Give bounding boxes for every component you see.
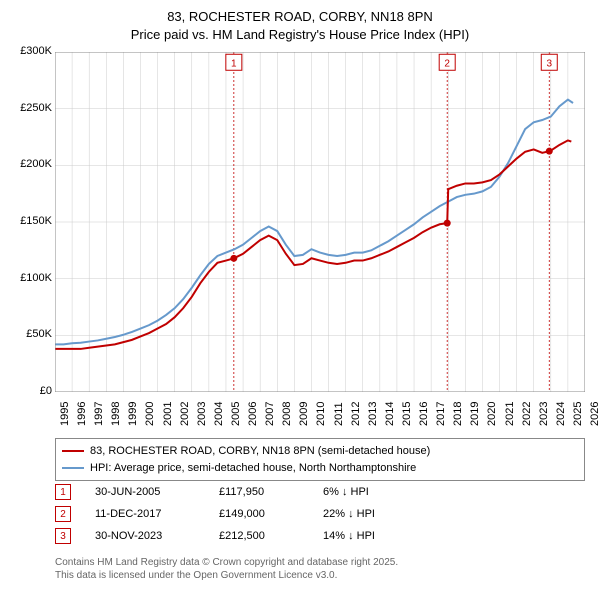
x-tick-label: 2011 [333, 402, 345, 426]
footnote-row: 1 30-JUN-2005 £117,950 6% ↓ HPI [55, 484, 585, 500]
footnotes: 1 30-JUN-2005 £117,950 6% ↓ HPI 2 11-DEC… [55, 484, 585, 550]
x-tick-label: 1997 [93, 402, 105, 426]
footnote-price: £149,000 [219, 508, 299, 520]
copyright-notice: Contains HM Land Registry data © Crown c… [55, 556, 585, 582]
footnote-pct: 6% ↓ HPI [323, 486, 413, 498]
legend: 83, ROCHESTER ROAD, CORBY, NN18 8PN (sem… [55, 438, 585, 481]
svg-text:1: 1 [231, 58, 237, 69]
x-tick-label: 2002 [179, 402, 191, 426]
copyright-line-1: Contains HM Land Registry data © Crown c… [55, 556, 585, 569]
x-axis-ticks: 1995 1996 1997 1998 1999 2000 2001 2002 2003 2004… [55, 394, 585, 434]
x-tick-label: 2024 [555, 402, 567, 426]
footnote-pct: 14% ↓ HPI [323, 530, 413, 542]
x-tick-label: 2016 [418, 402, 430, 426]
x-tick-label: 2025 [572, 402, 584, 426]
legend-label: HPI: Average price, semi-detached house,… [90, 460, 416, 477]
x-tick-label: 2019 [469, 402, 481, 426]
y-tick-label: £0 [40, 385, 52, 397]
x-tick-label: 2018 [452, 402, 464, 426]
x-tick-label: 2021 [504, 402, 516, 426]
x-tick-label: 2004 [213, 402, 225, 426]
x-tick-label: 1998 [110, 402, 122, 426]
footnote-row: 3 30-NOV-2023 £212,500 14% ↓ HPI [55, 528, 585, 544]
y-tick-label: £250K [20, 102, 52, 114]
chart-plot-area: 1 2 3 [55, 52, 585, 392]
footnote-date: 30-NOV-2023 [95, 530, 195, 542]
x-tick-label: 1999 [127, 402, 139, 426]
y-tick-label: £50K [26, 328, 52, 340]
legend-item: HPI: Average price, semi-detached house,… [62, 460, 578, 477]
chart-container: 83, ROCHESTER ROAD, CORBY, NN18 8PN Pric… [0, 0, 600, 590]
x-tick-label: 2006 [247, 402, 259, 426]
x-tick-label: 2017 [435, 402, 447, 426]
title-line-2: Price paid vs. HM Land Registry's House … [0, 26, 600, 44]
x-tick-label: 2001 [162, 402, 174, 426]
footnote-pct: 22% ↓ HPI [323, 508, 413, 520]
legend-swatch [62, 450, 84, 452]
x-tick-label: 2012 [350, 402, 362, 426]
y-tick-label: £100K [20, 272, 52, 284]
x-tick-label: 1996 [76, 402, 88, 426]
x-tick-label: 2009 [298, 402, 310, 426]
y-tick-label: £200K [20, 158, 52, 170]
footnote-date: 30-JUN-2005 [95, 486, 195, 498]
y-tick-label: £150K [20, 215, 52, 227]
x-tick-label: 2007 [264, 402, 276, 426]
x-tick-label: 2008 [281, 402, 293, 426]
x-tick-label: 2015 [401, 402, 413, 426]
y-tick-label: £300K [20, 45, 52, 57]
x-tick-label: 2023 [538, 402, 550, 426]
footnote-row: 2 11-DEC-2017 £149,000 22% ↓ HPI [55, 506, 585, 522]
x-tick-label: 2022 [521, 402, 533, 426]
x-tick-label: 2005 [230, 402, 242, 426]
x-tick-label: 2026 [589, 402, 600, 426]
svg-text:3: 3 [546, 58, 552, 69]
x-tick-label: 2013 [367, 402, 379, 426]
footnote-marker: 1 [55, 484, 71, 500]
x-tick-label: 2003 [196, 402, 208, 426]
x-tick-label: 2010 [315, 402, 327, 426]
copyright-line-2: This data is licensed under the Open Gov… [55, 569, 585, 582]
legend-label: 83, ROCHESTER ROAD, CORBY, NN18 8PN (sem… [90, 443, 430, 460]
footnote-price: £212,500 [219, 530, 299, 542]
x-tick-label: 2000 [144, 402, 156, 426]
x-tick-label: 1995 [59, 402, 71, 426]
footnote-price: £117,950 [219, 486, 299, 498]
legend-swatch [62, 467, 84, 469]
footnote-date: 11-DEC-2017 [95, 508, 195, 520]
footnote-marker: 3 [55, 528, 71, 544]
legend-item: 83, ROCHESTER ROAD, CORBY, NN18 8PN (sem… [62, 443, 578, 460]
title-line-1: 83, ROCHESTER ROAD, CORBY, NN18 8PN [0, 8, 600, 26]
footnote-marker: 2 [55, 506, 71, 522]
x-tick-label: 2020 [486, 402, 498, 426]
svg-text:2: 2 [444, 58, 450, 69]
x-tick-label: 2014 [384, 402, 396, 426]
chart-title: 83, ROCHESTER ROAD, CORBY, NN18 8PN Pric… [0, 0, 600, 43]
